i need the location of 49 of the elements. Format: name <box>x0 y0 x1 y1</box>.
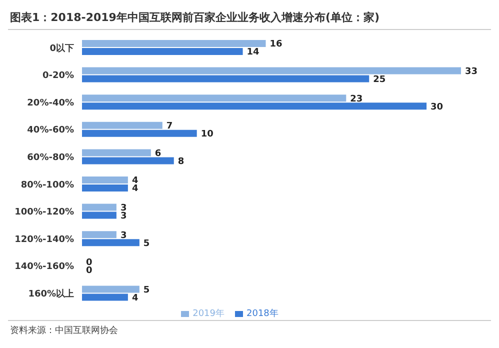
data-label: 0 <box>86 266 92 276</box>
y-tick-label: 40%-60% <box>27 126 74 136</box>
data-label: 10 <box>200 130 214 140</box>
y-tick-label: 140%-160% <box>14 262 74 272</box>
data-label: 8 <box>178 156 184 167</box>
data-label: 5 <box>143 285 150 296</box>
bar <box>82 157 174 164</box>
data-label: 33 <box>465 66 478 77</box>
data-label: 3 <box>120 230 127 241</box>
data-label: 23 <box>350 94 363 104</box>
legend-label: 2019年 <box>192 309 224 319</box>
y-tick-label: 120%-140% <box>14 234 74 245</box>
bar <box>82 204 116 211</box>
bar <box>82 176 128 184</box>
bar <box>82 102 427 110</box>
bar <box>82 231 116 238</box>
bar <box>82 184 128 192</box>
data-label: 6 <box>154 148 162 159</box>
bar <box>82 130 197 137</box>
data-label: 7 <box>166 122 173 132</box>
y-tick-label: 80%-100% <box>20 180 74 190</box>
y-tick-label: 160%以上 <box>28 288 74 300</box>
bar <box>82 94 346 102</box>
y-tick-label: 20%-40% <box>27 98 74 108</box>
bar <box>82 40 266 48</box>
bar <box>82 294 128 301</box>
bar <box>82 48 243 56</box>
y-tick-label: 0-20% <box>42 71 74 82</box>
y-tick-label: 0以下 <box>50 42 74 54</box>
bar <box>82 286 140 293</box>
legend-label: 2018年 <box>246 309 278 319</box>
bar <box>82 67 461 74</box>
data-label: 3 <box>120 211 127 222</box>
data-label: 5 <box>143 238 150 249</box>
data-label: 4 <box>132 184 138 194</box>
bar <box>82 122 162 129</box>
data-label: 4 <box>132 293 138 304</box>
bar <box>82 212 116 219</box>
y-tick-label: 60%-80% <box>27 153 74 164</box>
data-label: 30 <box>430 102 444 112</box>
data-label: 14 <box>246 48 260 58</box>
bar <box>82 75 370 82</box>
bar <box>82 149 151 156</box>
text: 资料来源：中国互联网协会 <box>8 320 491 337</box>
data-label: 16 <box>270 40 282 50</box>
data-label: 25 <box>373 74 386 85</box>
chart-title: 图表1：2018-2019年中国互联网前百家企业业务收入增速分布(单位：家) <box>8 8 491 30</box>
y-tick-label: 100%-120% <box>14 208 74 218</box>
bar <box>82 239 140 246</box>
